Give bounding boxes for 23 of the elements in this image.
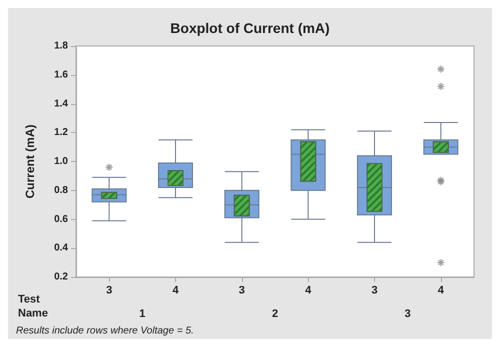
chart-title: Boxplot of Current (mA) <box>170 20 330 36</box>
x-tick-label: 3 <box>371 284 378 296</box>
x-tick-label: 4 <box>438 284 445 296</box>
x-tick-label: 4 <box>172 284 180 296</box>
x-tick-label: 3 <box>238 284 245 296</box>
x-tick-label: 4 <box>305 284 312 296</box>
y-tick-label: 0.8 <box>54 184 68 196</box>
y-axis-title: Current (mA) <box>23 124 37 198</box>
y-tick-label: 1.8 <box>54 40 68 52</box>
y-tick-label: 1.0 <box>54 156 68 167</box>
text: 2 <box>272 308 278 320</box>
text: Test <box>18 294 40 306</box>
y-tick-label: 0.2 <box>54 272 68 282</box>
y-tick-label: 0.6 <box>54 214 68 225</box>
y-tick-label: 1.6 <box>54 69 68 80</box>
text: Name <box>18 308 48 320</box>
x-tick-label: 3 <box>106 284 112 296</box>
text: Results include rows where Voltage = 5. <box>16 326 194 336</box>
text: 3 <box>404 308 411 320</box>
y-tick-label: 1.2 <box>54 127 68 138</box>
text: 1 <box>139 308 146 320</box>
y-tick-label: 0.4 <box>54 242 68 254</box>
y-tick-label: 1.4 <box>54 98 68 110</box>
